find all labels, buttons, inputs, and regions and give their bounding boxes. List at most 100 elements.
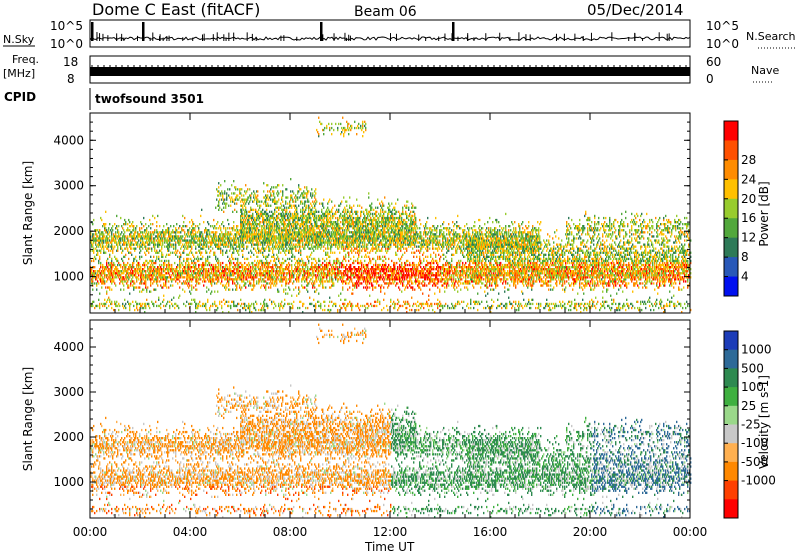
power-cell xyxy=(263,309,264,311)
power-cell xyxy=(241,270,242,272)
power-cell xyxy=(181,246,182,248)
power-cell xyxy=(247,237,248,239)
power-cell xyxy=(162,256,163,258)
power-cell xyxy=(193,286,194,288)
power-cell xyxy=(106,280,107,282)
power-cell xyxy=(225,284,226,286)
power-cell xyxy=(218,209,219,211)
power-cell xyxy=(206,239,207,241)
power-cell xyxy=(239,284,240,286)
power-cell xyxy=(289,219,290,221)
power-cell xyxy=(235,199,236,201)
power-cell xyxy=(296,209,297,211)
power-cell xyxy=(255,301,256,303)
power-cell xyxy=(298,252,299,254)
nsearch-tick-top: 10^5 xyxy=(706,19,739,33)
power-cell xyxy=(211,284,212,286)
power-cell xyxy=(276,246,277,248)
power-cell xyxy=(253,201,254,203)
power-cell xyxy=(321,270,322,272)
power-cell xyxy=(207,258,208,260)
power-cell xyxy=(243,246,244,248)
power-cell xyxy=(189,235,190,237)
power-cell xyxy=(328,248,329,250)
power-cell xyxy=(291,241,292,243)
power-cell xyxy=(318,258,319,260)
power-cell xyxy=(97,252,98,254)
power-cell xyxy=(316,201,317,203)
power-cell xyxy=(289,235,290,237)
power-cell xyxy=(218,244,219,246)
power-cell xyxy=(188,231,189,233)
power-cell xyxy=(221,278,222,280)
power-cell xyxy=(272,252,273,254)
power-cell xyxy=(133,289,134,291)
power-cell xyxy=(321,215,322,217)
power-cell xyxy=(306,215,307,217)
power-cell xyxy=(322,284,323,286)
power-cell xyxy=(282,194,283,196)
power-cell xyxy=(223,201,224,203)
power-cell xyxy=(323,225,324,227)
power-cell xyxy=(273,270,274,272)
power-cell xyxy=(172,239,173,241)
power-cell xyxy=(216,223,217,225)
power-cell xyxy=(123,229,124,231)
power-cell xyxy=(104,280,105,282)
power-cell xyxy=(225,276,226,278)
power-cell xyxy=(217,221,218,223)
power-cell xyxy=(246,229,247,231)
power-cell xyxy=(131,268,132,270)
power-cell xyxy=(314,213,315,215)
cpid-value: twofsound 3501 xyxy=(95,92,204,106)
power-cell xyxy=(264,305,265,307)
power-cell xyxy=(237,188,238,190)
power-cell xyxy=(168,229,169,231)
power-cell xyxy=(200,215,201,217)
power-cell xyxy=(198,305,199,307)
power-cell xyxy=(140,250,141,252)
power-cell xyxy=(123,289,124,291)
power-cell xyxy=(251,246,252,248)
nsky-label: N.Sky xyxy=(3,33,35,46)
power-cell xyxy=(134,258,135,260)
power-cell xyxy=(190,250,191,252)
power-cell xyxy=(185,264,186,266)
power-cell xyxy=(160,250,161,252)
power-cell xyxy=(209,262,210,264)
power-cell xyxy=(96,233,97,235)
nave-label: Nave xyxy=(751,64,779,77)
power-cell xyxy=(247,246,248,248)
station-title: Dome C East (fitACF) xyxy=(92,0,260,19)
power-cell xyxy=(325,239,326,241)
power-cell xyxy=(125,266,126,268)
power-cell xyxy=(188,286,189,288)
power-cell xyxy=(97,272,98,274)
power-cell xyxy=(178,307,179,309)
power-cell xyxy=(143,289,144,291)
power-cell xyxy=(265,280,266,282)
power-cell xyxy=(173,244,174,246)
power-cell xyxy=(99,270,100,272)
power-cell xyxy=(259,225,260,227)
power-cell xyxy=(236,211,237,213)
power-cell xyxy=(293,225,294,227)
power-cell xyxy=(175,303,176,305)
power-cell xyxy=(250,207,251,209)
power-cell xyxy=(174,307,175,309)
power-cell xyxy=(296,295,297,297)
power-cell xyxy=(116,241,117,243)
power-cell xyxy=(160,244,161,246)
power-cell xyxy=(318,135,319,137)
power-cell xyxy=(299,262,300,264)
power-cell xyxy=(330,309,331,311)
power-cell xyxy=(197,307,198,309)
power-cell xyxy=(166,278,167,280)
power-cell xyxy=(257,227,258,229)
power-cell xyxy=(311,282,312,284)
power-cell xyxy=(254,307,255,309)
power-cell xyxy=(278,291,279,293)
power-cell xyxy=(186,225,187,227)
power-cell xyxy=(153,256,154,258)
power-cell xyxy=(258,244,259,246)
